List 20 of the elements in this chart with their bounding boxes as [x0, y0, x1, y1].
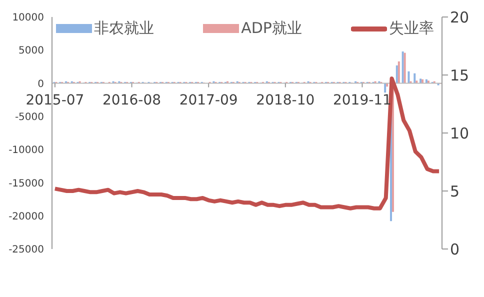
y2-tick-label: 0: [450, 240, 460, 258]
y-tick-label: 10000: [12, 12, 44, 24]
x-tick-label: 2016-08: [102, 92, 162, 108]
x-tick-label: 2015-07: [26, 92, 84, 108]
y-tick-label: -20000: [8, 211, 44, 222]
y2-tick-label: 10: [450, 124, 470, 142]
x-tick-label: 2017-09: [179, 92, 238, 108]
y-tick-label: -10000: [8, 145, 44, 156]
y-tick-label: -5000: [14, 112, 44, 123]
legend-label: 失业率: [388, 19, 434, 38]
legend-label: 非农就业: [94, 19, 154, 38]
y-tick-label: -15000: [8, 178, 44, 190]
y-tick-label: 0: [38, 78, 44, 90]
y2-tick-label: 5: [450, 182, 460, 200]
y-tick-label: 5000: [18, 46, 44, 57]
y2-tick-label: 20: [450, 8, 470, 26]
legend-label: ADP就业: [241, 19, 302, 38]
y-tick-label: -25000: [8, 244, 44, 256]
y2-tick-label: 15: [450, 66, 470, 84]
x-tick-label: 2018-10: [256, 92, 315, 108]
